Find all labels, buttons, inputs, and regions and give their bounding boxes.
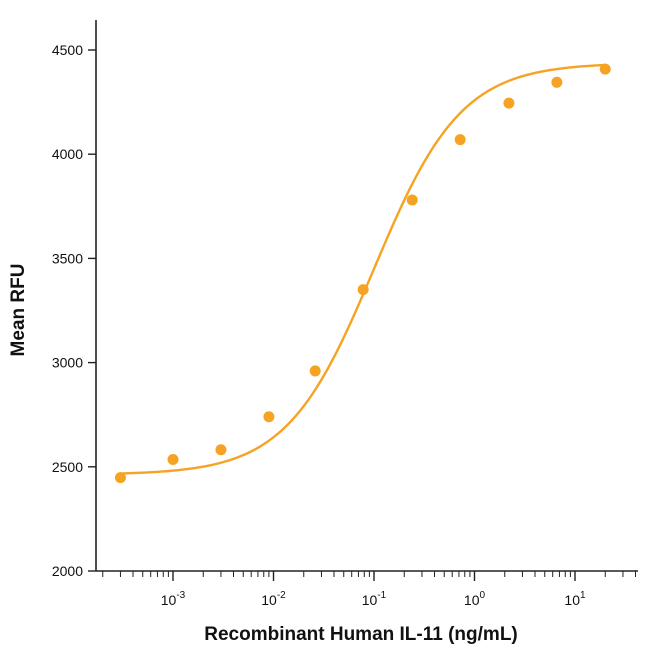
data-point bbox=[167, 454, 179, 466]
y-tick-label: 2000 bbox=[52, 563, 83, 579]
fit-curve-line bbox=[119, 63, 607, 475]
axes: 2000 2500 3000 3500 4000 4500 10-3 10-2 10-1 100 1… bbox=[52, 20, 638, 608]
x-tick-label: 10-1 bbox=[362, 590, 387, 608]
data-point bbox=[114, 472, 126, 484]
data-point bbox=[599, 63, 611, 75]
data-point bbox=[309, 365, 321, 377]
data-point bbox=[454, 134, 466, 146]
y-tick-label: 4000 bbox=[52, 146, 83, 162]
x-tick-label: 10-3 bbox=[161, 590, 186, 608]
y-tick-label: 4500 bbox=[52, 42, 83, 58]
data-points bbox=[114, 63, 611, 484]
data-point bbox=[406, 194, 418, 206]
y-tick-label: 2500 bbox=[52, 459, 83, 475]
x-axis-title: Recombinant Human IL-11 (ng/mL) bbox=[204, 624, 518, 645]
y-tick-label: 3000 bbox=[52, 355, 83, 371]
data-point bbox=[503, 97, 515, 109]
x-tick-label: 101 bbox=[564, 590, 586, 608]
y-axis-title: Mean RFU bbox=[8, 264, 29, 357]
data-point bbox=[215, 444, 227, 456]
y-tick-label: 3500 bbox=[52, 250, 83, 266]
x-tick-label: 100 bbox=[464, 590, 486, 608]
data-point bbox=[551, 76, 563, 88]
fit-curve-layer bbox=[119, 63, 607, 475]
x-tick-label: 10-2 bbox=[261, 590, 286, 608]
data-point bbox=[357, 284, 369, 296]
data-point bbox=[263, 411, 275, 423]
